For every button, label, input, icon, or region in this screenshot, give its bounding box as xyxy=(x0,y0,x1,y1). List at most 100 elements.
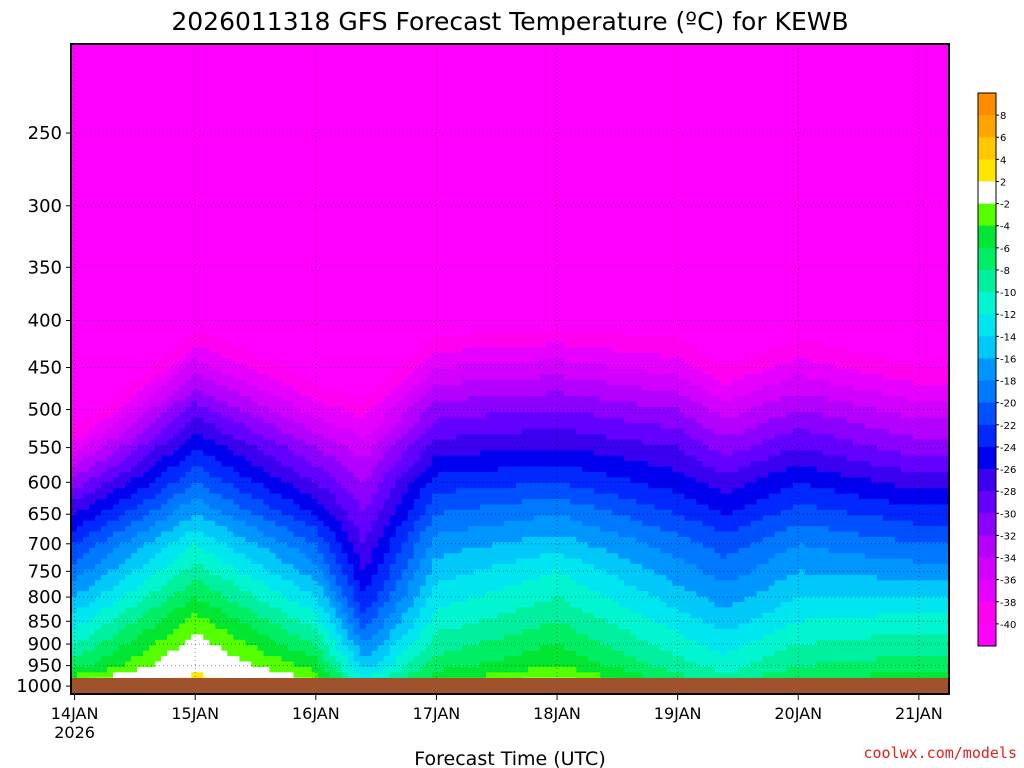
field-cell xyxy=(161,174,168,180)
field-cell xyxy=(77,548,84,554)
field-cell xyxy=(77,179,84,185)
field-cell xyxy=(191,331,198,337)
field-cell xyxy=(209,548,216,554)
field-cell xyxy=(77,337,84,343)
field-cell xyxy=(101,114,108,120)
field-cell xyxy=(197,201,204,207)
field-cell xyxy=(173,559,180,565)
field-cell xyxy=(113,672,120,678)
field-cell xyxy=(143,309,150,315)
field-cell xyxy=(143,93,150,99)
field-cell xyxy=(191,207,198,213)
field-cell xyxy=(191,163,198,169)
field-cell xyxy=(173,244,180,250)
field-cell xyxy=(95,337,102,343)
field-cell xyxy=(125,418,132,424)
field-cell xyxy=(167,320,174,326)
field-cell xyxy=(197,244,204,250)
field-cell xyxy=(131,532,138,538)
field-cell xyxy=(167,559,174,565)
field-cell xyxy=(173,250,180,256)
field-cell xyxy=(101,499,108,505)
field-cell xyxy=(137,234,144,240)
field-cell xyxy=(167,407,174,413)
field-cell xyxy=(83,77,90,83)
field-cell xyxy=(167,634,174,640)
field-cell xyxy=(125,244,132,250)
field-cell xyxy=(77,369,84,375)
field-cell xyxy=(107,288,114,294)
field-cell xyxy=(89,272,96,278)
field-cell xyxy=(155,147,162,153)
field-cell xyxy=(161,467,168,473)
field-cell xyxy=(83,656,90,662)
field-cell xyxy=(113,104,120,110)
field-cell xyxy=(119,542,126,548)
field-cell xyxy=(131,98,138,104)
field-cell xyxy=(77,504,84,510)
field-cell xyxy=(101,282,108,288)
field-cell xyxy=(149,472,156,478)
field-cell xyxy=(173,656,180,662)
field-cell xyxy=(125,607,132,613)
field-cell xyxy=(173,152,180,158)
field-cell xyxy=(173,98,180,104)
field-cell xyxy=(203,239,210,245)
field-cell xyxy=(113,185,120,191)
field-cell xyxy=(95,320,102,326)
field-cell xyxy=(209,575,216,581)
field-cell xyxy=(83,423,90,429)
field-cell xyxy=(95,472,102,478)
field-cell xyxy=(95,364,102,370)
field-cell xyxy=(143,645,150,651)
field-cell xyxy=(203,93,210,99)
field-cell xyxy=(149,179,156,185)
field-cell xyxy=(95,640,102,646)
field-cell xyxy=(155,380,162,386)
field-cell xyxy=(95,569,102,575)
field-cell xyxy=(95,662,102,668)
field-cell xyxy=(119,412,126,418)
field-cell xyxy=(113,597,120,603)
field-cell xyxy=(143,402,150,408)
field-cell xyxy=(149,418,156,424)
field-cell xyxy=(143,66,150,72)
field-cell xyxy=(131,174,138,180)
field-cell xyxy=(77,439,84,445)
field-cell xyxy=(167,163,174,169)
field-cell xyxy=(125,667,132,673)
field-cell xyxy=(185,445,192,451)
field-cell xyxy=(83,223,90,229)
field-cell xyxy=(161,261,168,267)
field-cell xyxy=(155,385,162,391)
field-cell xyxy=(125,174,132,180)
field-cell xyxy=(185,87,192,93)
field-cell xyxy=(131,309,138,315)
field-cell xyxy=(173,504,180,510)
field-cell xyxy=(161,71,168,77)
field-cell xyxy=(95,125,102,131)
field-cell xyxy=(113,483,120,489)
field-cell xyxy=(119,672,126,678)
field-cell xyxy=(113,553,120,559)
field-cell xyxy=(197,98,204,104)
field-cell xyxy=(179,586,186,592)
field-cell xyxy=(77,602,84,608)
field-cell xyxy=(119,559,126,565)
field-cell xyxy=(143,613,150,619)
field-cell xyxy=(155,445,162,451)
field-cell xyxy=(89,618,96,624)
field-cell xyxy=(137,179,144,185)
field-cell xyxy=(173,104,180,110)
field-cell xyxy=(89,580,96,586)
field-cell xyxy=(101,353,108,359)
field-cell xyxy=(131,472,138,478)
field-cell xyxy=(155,532,162,538)
field-cell xyxy=(209,510,216,516)
field-cell xyxy=(191,125,198,131)
field-cell xyxy=(191,185,198,191)
field-cell xyxy=(77,402,84,408)
field-cell xyxy=(167,185,174,191)
field-cell xyxy=(203,196,210,202)
field-cell xyxy=(185,364,192,370)
